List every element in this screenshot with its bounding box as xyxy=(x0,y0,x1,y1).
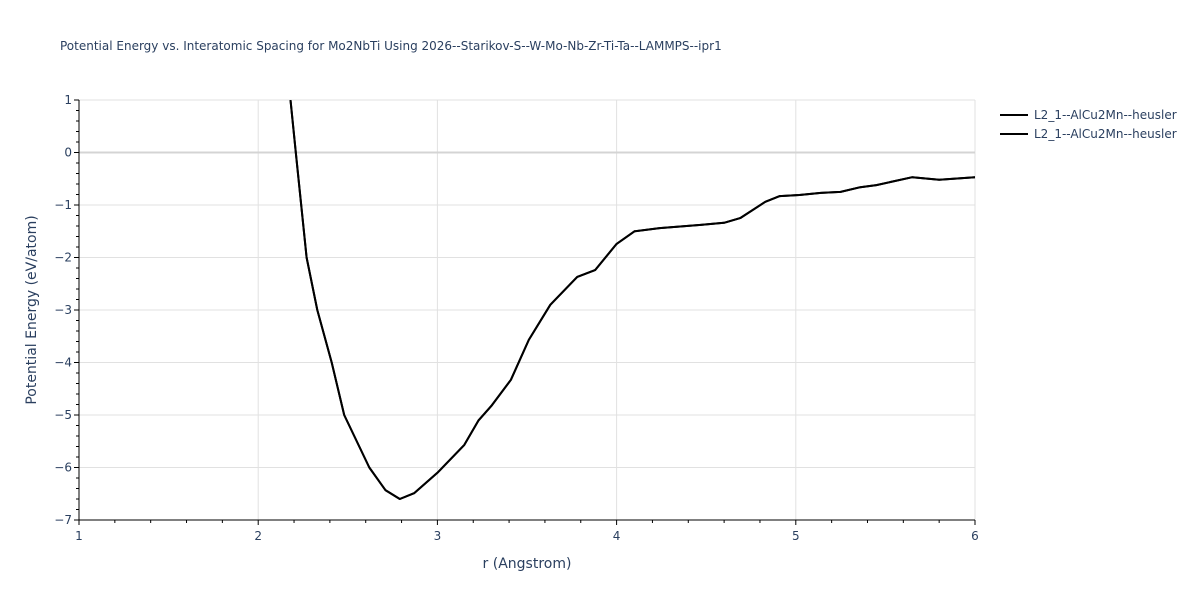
legend-item[interactable]: L2_1--AlCu2Mn--heusler xyxy=(1000,127,1177,141)
y-tick-label: −1 xyxy=(54,198,72,212)
gridlines xyxy=(79,99,976,520)
x-tick-label: 5 xyxy=(792,529,800,543)
chart-title: Potential Energy vs. Interatomic Spacing… xyxy=(60,39,722,53)
y-tick-label: −4 xyxy=(54,356,72,370)
y-axis-title: Potential Energy (eV/atom) xyxy=(24,215,40,404)
x-tick-label: 3 xyxy=(434,529,442,543)
x-tick-label: 6 xyxy=(971,529,979,543)
legend-item[interactable]: L2_1--AlCu2Mn--heusler xyxy=(1000,108,1177,122)
legend: L2_1--AlCu2Mn--heusler L2_1--AlCu2Mn--heu… xyxy=(1000,108,1177,141)
x-tick-label: 1 xyxy=(75,529,83,543)
x-axis-title: r (Angstrom) xyxy=(483,556,572,572)
y-tick-label: −7 xyxy=(54,513,72,527)
plot-area[interactable] xyxy=(289,100,976,500)
x-tick-label: 4 xyxy=(613,529,621,543)
y-tick-label: 1 xyxy=(64,93,72,107)
y-axis-ticks: 1 0 −1 −2 −3 −4 −5 −6 −7 xyxy=(54,93,79,527)
y-tick-label: 0 xyxy=(64,146,72,160)
x-tick-label: 2 xyxy=(254,529,262,543)
legend-label: L2_1--AlCu2Mn--heusler xyxy=(1034,127,1177,141)
series-line[interactable] xyxy=(289,100,976,500)
y-tick-label: −3 xyxy=(54,303,72,317)
series-line[interactable] xyxy=(289,100,976,500)
y-tick-label: −5 xyxy=(54,408,72,422)
x-axis-ticks: 1 2 3 4 5 6 xyxy=(75,520,979,543)
legend-label: L2_1--AlCu2Mn--heusler xyxy=(1034,108,1177,122)
y-tick-label: −6 xyxy=(54,461,72,475)
y-tick-label: −2 xyxy=(54,251,72,265)
